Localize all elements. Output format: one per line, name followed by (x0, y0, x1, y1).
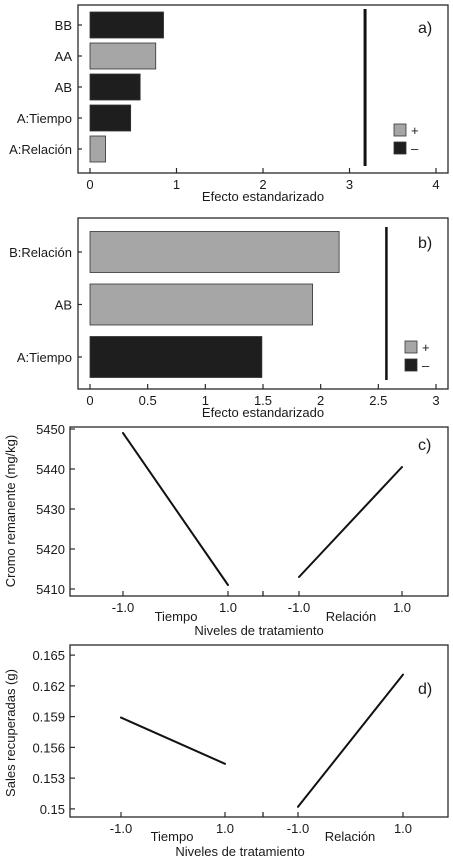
panel-d-factor-label-relacion: Relación (325, 829, 376, 844)
panel-b-bar-ab (89, 283, 313, 326)
panel-a-category-label: A:Tiempo (17, 111, 72, 126)
panel-c: 5410 5420 5430 5440 5450 -1.0 1.0 -1.0 1.0 c) T… (3, 422, 449, 638)
panel-a-legend-positive-swatch (393, 123, 407, 137)
panel-a: 0 1 2 3 4 BB AA AB A:Tiempo A:Relación a) + – Ef… (9, 4, 449, 204)
panel-a-category-label: AB (55, 80, 72, 95)
panel-a-legend-negative-swatch (393, 141, 407, 155)
panel-a-x-tick-label: 3 (346, 177, 353, 192)
panel-c-plot-frame (69, 426, 449, 597)
panel-c-y-axis-label: Cromo remanente (mg/kg) (3, 435, 18, 587)
panel-c-y-tick-label: 5410 (36, 582, 65, 597)
panel-b-bar-a-tiempo (89, 336, 263, 378)
panel-b-bar-b-relaci-n (89, 231, 340, 273)
panel-a-x-tick-label: 0 (86, 177, 93, 192)
panel-c-y-tick-label: 5450 (36, 422, 65, 437)
panel-b-legend-negative-swatch (404, 358, 418, 372)
panel-d-y-axis-label: Sales recuperadas (g) (3, 669, 18, 797)
panel-a-bar-bb (89, 11, 164, 39)
panel-c-x-tick-label: 1.0 (219, 600, 237, 615)
panel-a-category-label: AA (55, 49, 73, 64)
panel-a-x-tick-label: 2 (259, 177, 266, 192)
panel-a-legend-positive-label: + (411, 123, 419, 138)
panel-b-category-label: A:Tiempo (17, 350, 72, 365)
panel-b-x-tick-label: 0.5 (139, 393, 157, 408)
panel-b-category-label: B:Relación (9, 245, 72, 260)
panel-b-x-axis-label: Efecto estandarizado (202, 405, 324, 420)
panel-c-x-tick-label: -1.0 (288, 600, 310, 615)
panel-a-category-label: BB (55, 18, 72, 33)
panel-c-x-axis-label: Niveles de tratamiento (194, 623, 323, 638)
panel-d-y-tick-label: 0.162 (32, 679, 65, 694)
panel-b-x-tick-label: 2 (317, 393, 324, 408)
panel-d-y-tick-label: 0.165 (32, 648, 65, 663)
panel-a-x-axis-label: Efecto estandarizado (202, 189, 324, 204)
panel-d-plot-frame (69, 644, 449, 818)
panel-a-x-tick-label: 1 (173, 177, 180, 192)
panel-c-y-tick-label: 5420 (36, 542, 65, 557)
panel-b-x-tick-label: 0 (86, 393, 93, 408)
panel-c-x-tick-label: -1.0 (112, 600, 134, 615)
panel-a-bar-a-tiempo (89, 104, 132, 132)
panel-d-y-tick-label: 0.153 (32, 771, 65, 786)
panel-d-x-tick-label: -1.0 (110, 821, 132, 836)
panel-d-y-tick-label: 0.156 (32, 740, 65, 755)
panel-b-x-tick-label: 1 (202, 393, 209, 408)
panel-b-legend-positive-label: + (422, 340, 430, 355)
panel-d-series-tiempo (120, 716, 226, 765)
panel-b-x-tick-label: 3 (432, 393, 439, 408)
panel-c-factor-label-tiempo: Tiempo (155, 609, 198, 624)
panel-d-series-relacin (297, 673, 404, 808)
panel-d-x-tick-label: 1.0 (216, 821, 234, 836)
panel-d-x-tick-label: -1.0 (287, 821, 309, 836)
panel-d-label: d) (418, 681, 432, 698)
panel-b-x-tick-label: 2.5 (369, 393, 387, 408)
panel-a-label: a) (418, 20, 432, 37)
panel-a-legend-negative-label: – (411, 141, 419, 156)
panel-c-x-tick-label: 1.0 (393, 600, 411, 615)
panel-c-series-relacin (298, 466, 403, 578)
panel-a-x-tick-label: 4 (432, 177, 439, 192)
panel-b-category-label: AB (55, 298, 72, 313)
panel-d-x-tick-label: 1.0 (394, 821, 412, 836)
panel-c-series-tiempo (122, 432, 229, 586)
panel-a-bar-a-relaci-n (89, 135, 106, 163)
panel-c-label: c) (418, 437, 431, 454)
panel-a-bar-ab (89, 73, 141, 101)
panel-b-legend-positive-swatch (404, 340, 418, 354)
panel-d-y-tick-label: 0.15 (40, 802, 65, 817)
panel-d-y-tick-label: 0.159 (32, 710, 65, 725)
panel-a-category-label: A:Relación (9, 142, 72, 157)
panel-d-x-axis-label: Niveles de tratamiento (175, 844, 304, 859)
panel-c-factor-label-relacion: Relación (326, 609, 377, 624)
panel-d-factor-label-tiempo: Tiempo (151, 829, 194, 844)
panel-b-label: b) (418, 235, 432, 252)
panel-d: 0.15 0.153 0.156 0.159 0.162 0.165 -1.0 1.0 -1.… (3, 644, 449, 859)
panel-c-y-tick-label: 5440 (36, 462, 65, 477)
panel-c-y-tick-label: 5430 (36, 502, 65, 517)
panel-a-bar-aa (89, 42, 157, 70)
panel-b-legend-negative-label: – (422, 358, 430, 373)
panel-b-x-tick-label: 1.5 (254, 393, 272, 408)
